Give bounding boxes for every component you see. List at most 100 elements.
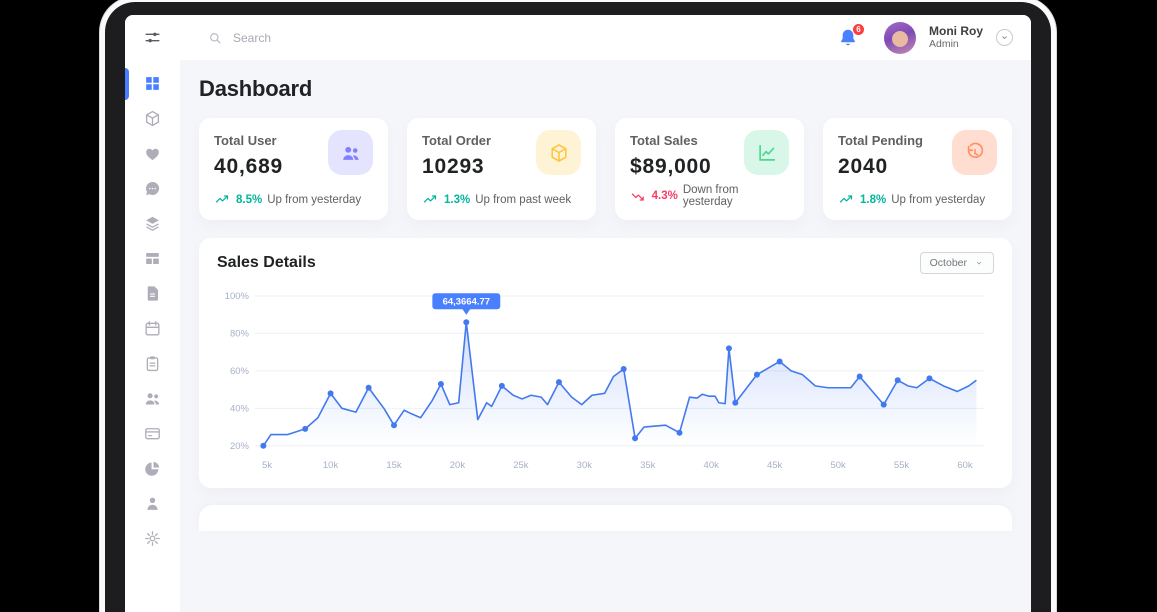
trend-value: 8.5% — [236, 193, 263, 206]
person-icon — [143, 494, 162, 513]
trend-down-icon — [630, 188, 647, 205]
notifications-button[interactable]: 6 — [837, 22, 865, 49]
chart-point[interactable] — [676, 429, 683, 436]
stat-card-trend: 1.3% Up from past week — [422, 191, 581, 208]
x-tick-label: 5k — [262, 460, 272, 471]
sidebar-item-invoice[interactable] — [125, 422, 180, 446]
stat-card-trend: 1.8% Up from yesterday — [838, 191, 997, 208]
chart-point[interactable] — [620, 365, 627, 372]
x-tick-label: 55k — [894, 460, 910, 471]
heart-icon — [143, 144, 162, 163]
sidebar-item-contacts[interactable] — [125, 387, 180, 411]
chart-point[interactable] — [260, 442, 267, 449]
sidebar-item-documents[interactable] — [125, 282, 180, 306]
sales-details-card: Sales Details October — [199, 238, 1012, 488]
sidebar-item-settings[interactable] — [125, 527, 180, 551]
chart-point[interactable] — [302, 425, 309, 432]
trend-value: 1.8% — [860, 193, 887, 206]
sidebar-nav — [125, 60, 180, 556]
y-tick-label: 100% — [225, 291, 250, 302]
stat-card-value: $89,000 — [630, 155, 712, 178]
x-tick-label: 10k — [323, 460, 339, 471]
trend-text: Up from yesterday — [267, 193, 362, 206]
sales-card-header: Sales Details October — [217, 252, 994, 274]
sidebar-item-favorites[interactable] — [125, 142, 180, 166]
notification-badge: 6 — [852, 22, 865, 36]
trend-up-icon — [838, 191, 855, 208]
sidebar-item-tasks[interactable] — [125, 352, 180, 376]
topbar-right: 6 Moni Roy Admin — [837, 21, 1013, 54]
sidebar-item-products[interactable] — [125, 107, 180, 131]
chart-point[interactable] — [880, 401, 887, 408]
search-input[interactable] — [231, 29, 451, 46]
chart-point[interactable] — [776, 358, 783, 365]
next-section-card — [199, 504, 1012, 531]
sales-card-title: Sales Details — [217, 254, 316, 271]
x-tick-label: 60k — [957, 460, 973, 471]
y-tick-label: 60% — [230, 366, 250, 377]
trend-text: Up from past week — [475, 193, 572, 206]
stat-card-total-order: Total Order 10293 1.3% Up from past week — [407, 118, 596, 220]
chart-tooltip-value: 64,3664.77 — [443, 297, 490, 308]
chevron-down-icon — [999, 32, 1010, 43]
table-icon — [143, 249, 162, 268]
x-tick-label: 35k — [640, 460, 656, 471]
chart-point[interactable] — [365, 384, 372, 391]
calendar-icon — [143, 319, 162, 338]
page-title: Dashboard — [199, 76, 313, 101]
chart-point[interactable] — [327, 390, 334, 397]
topbar: 6 Moni Roy Admin — [180, 15, 1031, 60]
app-screen: 6 Moni Roy Admin Dashboard T — [125, 15, 1031, 612]
chart-point[interactable] — [632, 435, 639, 442]
chart-point[interactable] — [926, 375, 933, 382]
grid-icon — [143, 74, 162, 93]
y-tick-label: 80% — [230, 328, 250, 339]
stat-card-value: 2040 — [838, 155, 888, 178]
y-tick-label: 40% — [230, 403, 250, 414]
sidebar-item-analytics[interactable] — [125, 457, 180, 481]
chart-point[interactable] — [894, 377, 901, 384]
user-role: Admin — [929, 38, 959, 51]
sidebar-item-order-lists[interactable] — [125, 212, 180, 236]
pie-icon — [143, 459, 162, 478]
period-dropdown[interactable]: October — [919, 252, 994, 274]
sidebar-item-messages[interactable] — [125, 177, 180, 201]
chart-point[interactable] — [437, 380, 444, 387]
chart-point[interactable] — [498, 382, 505, 389]
x-tick-label: 40k — [704, 460, 720, 471]
sidebar-item-stock[interactable] — [125, 247, 180, 271]
chat-icon — [143, 179, 162, 198]
sidebar-item-calendar[interactable] — [125, 317, 180, 341]
stat-card-total-pending: Total Pending 2040 1.8% Up from yesterda… — [823, 118, 1012, 220]
chart-point[interactable] — [732, 399, 739, 406]
y-tick-label: 20% — [230, 441, 250, 452]
x-tick-label: 50k — [830, 460, 846, 471]
trend-up-icon — [214, 191, 231, 208]
stat-card-trend: 4.3% Down from yesterday — [630, 184, 789, 208]
user-menu-button[interactable] — [996, 29, 1013, 46]
x-tick-label: 45k — [767, 460, 783, 471]
sales-chart-svg: 20% 40% 60% 80% 100% 5k 10k 15k 20k 25k 30k 35k 40k 4… — [225, 291, 984, 471]
layers-icon — [143, 214, 162, 233]
chart-point[interactable] — [753, 371, 760, 378]
chart-tooltip: 64,3664.77 — [432, 293, 501, 315]
chart-area — [263, 322, 977, 452]
chart-point[interactable] — [725, 345, 732, 352]
chart-point[interactable] — [555, 379, 562, 386]
period-dropdown-value: October — [929, 257, 967, 269]
menu-toggle-button[interactable] — [125, 15, 180, 60]
stat-card-label: Total Pending — [838, 133, 923, 148]
x-tick-label: 25k — [513, 460, 529, 471]
stat-card-label: Total Sales — [630, 133, 698, 148]
x-tick-label: 20k — [450, 460, 466, 471]
sidebar-item-profile[interactable] — [125, 492, 180, 516]
chart-point[interactable] — [856, 373, 863, 380]
avatar[interactable] — [884, 21, 916, 54]
main-area: 6 Moni Roy Admin Dashboard T — [180, 15, 1031, 612]
chart-point[interactable] — [463, 319, 470, 326]
sidebar-item-dashboard[interactable] — [125, 67, 180, 100]
sales-chart: 20% 40% 60% 80% 100% 5k 10k 15k 20k 25k 30k 35k 40k 4… — [217, 280, 994, 480]
chart-point[interactable] — [390, 422, 397, 429]
trend-up-icon — [422, 191, 439, 208]
user-meta: Moni Roy Admin — [929, 24, 983, 51]
